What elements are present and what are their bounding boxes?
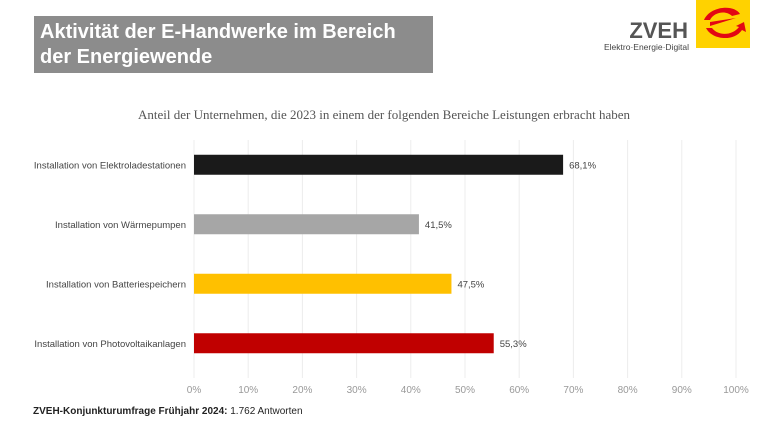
category-label: Installation von Wärmepumpen [55,220,186,231]
logo-tagline: Elektro·Energie·Digital [604,42,690,52]
page-title: Aktivität der E-Handwerke im Bereich der … [34,16,433,73]
chart-title: Anteil der Unternehmen, die 2023 in eine… [137,107,630,122]
data-label: 68,1% [569,160,596,171]
x-tick-label: 0% [187,385,202,396]
e-mark-icon [704,7,746,39]
bar [194,154,564,175]
category-label: Installation von Batteriespeichern [46,279,186,290]
x-tick-label: 70% [563,385,583,396]
x-tick-label: 20% [292,385,312,396]
title-line: der Energiewende [40,46,213,68]
title-line: Aktivität der E-Handwerke im Bereich [40,21,396,43]
source-note: ZVEH-Konjunkturumfrage Frühjahr 2024: 1.… [33,406,303,417]
logo: ZVEH Elektro·Energie·Digital [604,18,690,53]
x-tick-label: 50% [455,385,475,396]
bar [194,214,419,235]
x-tick-label: 100% [723,385,749,396]
logo-name: ZVEH [629,18,688,43]
category-label: Installation von Photovoltaikanlagen [34,339,186,350]
x-tick-label: 80% [618,385,638,396]
category-label: Installation von Elektroladestationen [34,160,186,171]
data-label: 55,3% [500,339,527,350]
source-count: 1.762 Antworten [227,406,303,417]
data-label: 41,5% [425,220,452,231]
logo-mark [696,0,750,48]
bar [194,333,494,354]
x-tick-label: 60% [509,385,529,396]
x-tick-label: 30% [347,385,367,396]
data-label: 47,5% [457,279,484,290]
x-tick-label: 10% [238,385,258,396]
source-bold: ZVEH-Konjunkturumfrage Frühjahr 2024: [33,406,228,417]
x-tick-label: 90% [672,385,692,396]
bar [194,273,452,294]
x-tick-label: 40% [401,385,421,396]
